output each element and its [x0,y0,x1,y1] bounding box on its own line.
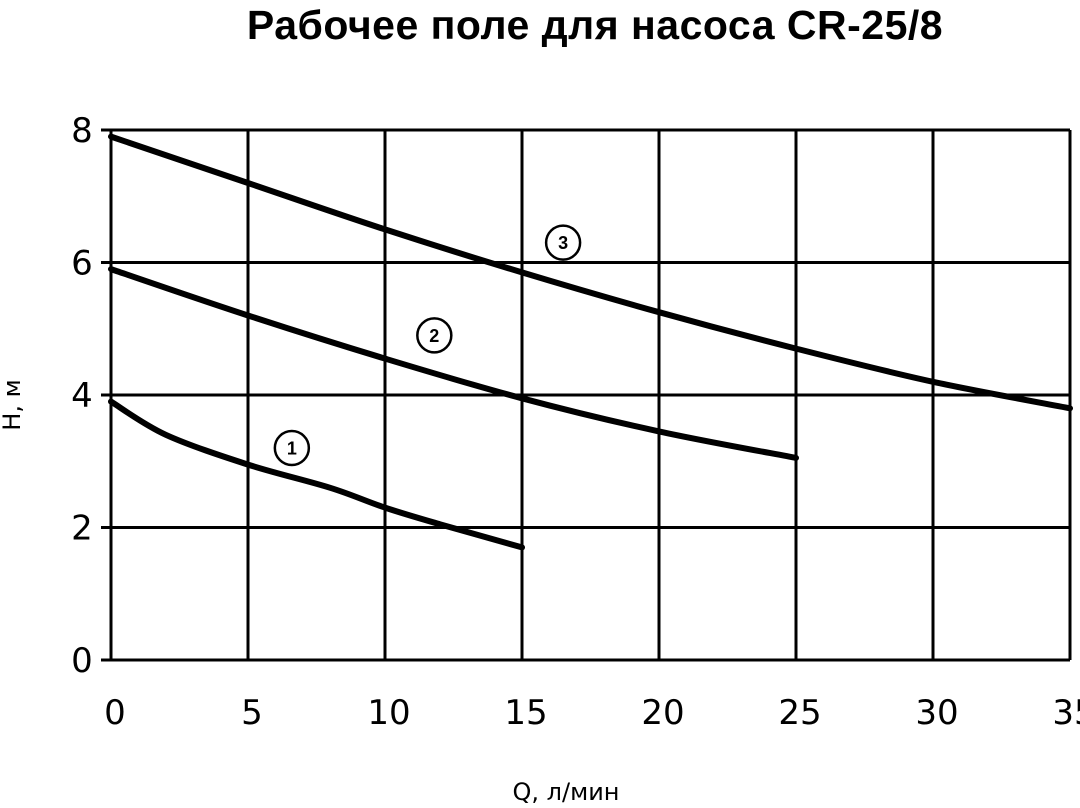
y-tick-label: 0 [71,641,93,681]
x-tick-label: 5 [241,693,263,733]
y-tick-label: 8 [71,111,93,151]
x-tick-label: 35 [1052,693,1080,733]
grid [101,128,1072,662]
chart-title: Рабочее поле для насоса CR-25/8 [246,2,944,48]
x-tick-label: 20 [641,693,684,733]
y-tick-label: 4 [71,376,93,416]
x-tick-label: 30 [915,693,958,733]
series-marker-1: 1 [273,429,311,467]
series-line-2 [108,266,799,461]
series-marker-circle [273,429,311,467]
y-axis-ticks: 0 2 4 6 8 [71,111,93,681]
series-marker-2: 2 [416,317,453,354]
series-marker-circle [544,224,582,261]
series-marker-label: 3 [558,233,568,253]
series-lines [108,133,1073,551]
series-marker-label: 2 [429,326,439,346]
x-tick-label: 0 [104,693,126,733]
series-line-3 [108,133,1073,412]
y-tick-label: 2 [71,509,93,549]
series-line-1 [108,398,525,551]
series-marker-3: 3 [544,224,582,261]
y-axis-label: H, м [0,379,26,430]
series-marker-label: 1 [287,439,297,459]
x-tick-label: 25 [778,693,821,733]
series-marker-circle [416,317,453,354]
x-tick-label: 10 [367,693,410,733]
x-axis-label: Q, л/мин [513,778,620,806]
x-axis-ticks: 0 5 10 15 20 25 30 35 [104,693,1080,733]
series-markers: 1 2 3 [273,224,582,467]
x-tick-label: 15 [504,693,547,733]
y-tick-label: 6 [71,244,93,284]
